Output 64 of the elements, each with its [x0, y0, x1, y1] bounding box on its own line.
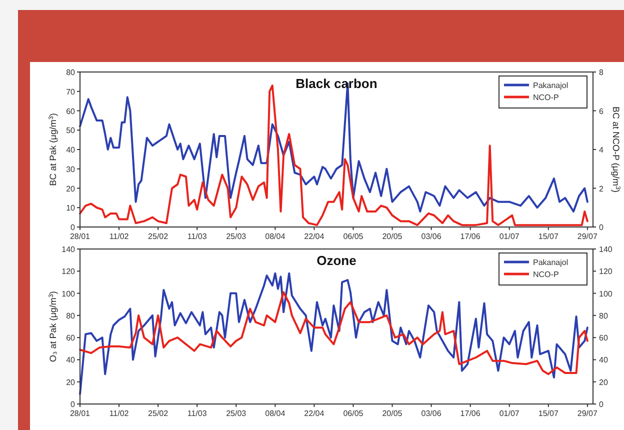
y-tick-label: 0 — [70, 400, 76, 409]
y-tick-label: 20 — [66, 184, 76, 194]
y-tick-label: 50 — [66, 126, 76, 136]
x-tick-label: 11/02 — [109, 409, 130, 418]
y2-tick-label: 60 — [599, 334, 608, 343]
y-tick-label: 10 — [66, 204, 76, 213]
x-tick-label: 25/02 — [148, 232, 169, 241]
x-tick-label: 22/04 — [304, 232, 325, 241]
y-tick-label: 0 — [70, 223, 76, 232]
x-tick-label: 11/03 — [187, 409, 208, 418]
x-tick-label: 29/07 — [577, 232, 598, 241]
y2-tick-label: 20 — [599, 378, 608, 387]
y-tick-label: 20 — [66, 378, 76, 387]
y-tick-label: 60 — [66, 334, 76, 343]
x-tick-label: 28/01 — [70, 232, 91, 241]
x-tick-label: 11/02 — [109, 232, 130, 241]
legend-label: NCO-P — [533, 270, 559, 279]
y2-tick-label: 140 — [599, 245, 613, 254]
x-tick-label: 01/07 — [499, 232, 520, 241]
x-tick-label: 25/03 — [226, 232, 247, 241]
y-tick-label: 140 — [62, 245, 76, 254]
x-tick-label: 08/04 — [265, 232, 286, 241]
x-tick-label: 20/05 — [382, 409, 403, 418]
x-tick-label: 28/01 — [70, 409, 91, 418]
x-tick-label: 17/06 — [460, 409, 481, 418]
x-tick-label: 03/06 — [421, 409, 442, 418]
legend-label: NCO-P — [533, 93, 559, 102]
x-tick-label: 15/07 — [538, 409, 559, 418]
x-tick-label: 15/07 — [538, 232, 559, 241]
x-tick-label: 25/02 — [148, 409, 169, 418]
y2-tick-label: 120 — [599, 267, 613, 276]
y-tick-label: 40 — [66, 146, 76, 154]
x-tick-label: 03/06 — [421, 232, 442, 241]
y-tick-label: 100 — [62, 289, 76, 298]
x-tick-label: 06/05 — [343, 232, 364, 241]
y2-tick-label: 0 — [599, 223, 604, 232]
legend-label: Pakanajol — [533, 81, 568, 90]
x-tick-label: 22/04 — [304, 409, 325, 418]
y2-tick-label: 6 — [599, 106, 604, 116]
y2-tick-label: 8 — [599, 68, 604, 77]
y-tick-label: 120 — [62, 267, 76, 276]
x-tick-label: 01/07 — [499, 409, 520, 418]
y-tick-label: 30 — [66, 164, 76, 174]
x-tick-label: 06/05 — [343, 409, 364, 418]
x-tick-label: 17/06 — [460, 232, 481, 241]
y2-tick-label: 100 — [599, 289, 613, 298]
x-tick-label: 11/03 — [187, 232, 208, 241]
y-tick-label: 80 — [66, 68, 76, 77]
y2-tick-label: 2 — [599, 184, 604, 194]
x-tick-label: 20/05 — [382, 232, 403, 241]
y-tick-label: 40 — [66, 356, 76, 365]
y-tick-label: 80 — [66, 311, 76, 320]
chart-title: Ozone — [316, 253, 356, 268]
y-tick-label: 60 — [66, 106, 76, 116]
y-tick-label: 70 — [66, 87, 76, 96]
y2-tick-label: 4 — [599, 146, 604, 154]
x-tick-label: 25/03 — [226, 409, 247, 418]
x-tick-label: 29/07 — [577, 409, 598, 418]
y2-tick-label: 80 — [599, 311, 608, 320]
x-tick-label: 08/04 — [265, 409, 286, 418]
chart-title: Black carbon — [296, 76, 378, 91]
y2-tick-label: 0 — [599, 400, 604, 409]
legend-label: Pakanajol — [533, 258, 568, 267]
y2-tick-label: 40 — [599, 356, 608, 365]
